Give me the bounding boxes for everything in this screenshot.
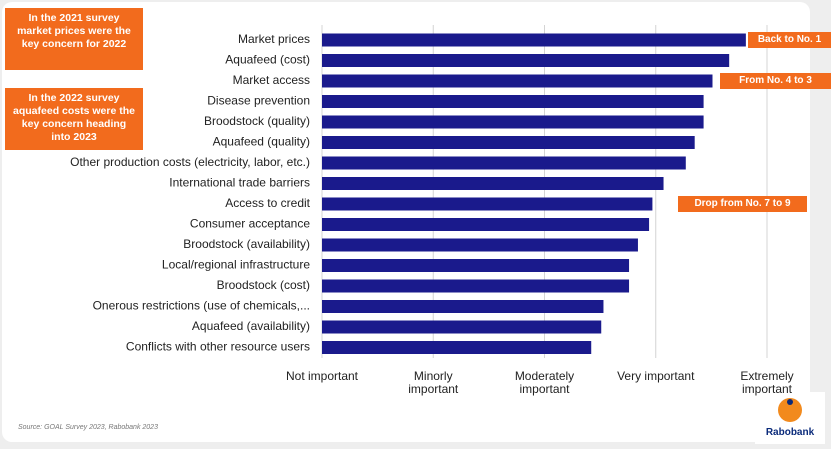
note-box: In the 2022 survey aquafeed costs were t… (5, 88, 143, 150)
category-label: Other production costs (electricity, lab… (70, 155, 310, 169)
bar (322, 218, 650, 231)
bar (322, 115, 704, 129)
category-label: Broodstock (quality) (204, 114, 310, 128)
bar (322, 259, 630, 272)
bar (322, 33, 746, 47)
bar (322, 279, 630, 293)
bar (322, 95, 704, 108)
annotation: From No. 4 to 3 (720, 73, 831, 89)
category-label: Broodstock (availability) (183, 237, 310, 251)
bar (322, 54, 730, 67)
logo: Rabobank (755, 392, 825, 444)
category-label: Access to credit (225, 196, 310, 210)
category-label: Local/regional infrastructure (162, 258, 310, 272)
category-label: Onerous restrictions (use of chemicals,.… (93, 299, 310, 313)
logo-text: Rabobank (765, 427, 815, 438)
annotation: Drop from No. 7 to 9 (678, 196, 807, 212)
category-label: Aquafeed (availability) (192, 319, 310, 333)
x-tick-label: Moderately important (514, 369, 575, 396)
category-label: Market prices (238, 32, 310, 46)
annotation: Back to No. 1 (748, 32, 831, 48)
category-label: Market access (233, 73, 310, 87)
category-label: International trade barriers (169, 176, 310, 190)
bar (322, 74, 713, 88)
category-label: Consumer acceptance (190, 217, 310, 231)
category-label: Aquafeed (quality) (213, 135, 310, 149)
note-box: In the 2021 survey market prices were th… (5, 8, 143, 70)
x-tick-label: Not important (285, 369, 359, 383)
category-label: Disease prevention (207, 94, 310, 108)
bar (322, 156, 686, 170)
category-label: Conflicts with other resource users (126, 340, 310, 354)
bar (322, 197, 653, 211)
bar (322, 136, 695, 149)
bar (322, 177, 664, 190)
bar (322, 300, 604, 313)
source: Source: GOAL Survey 2023, Rabobank 2023 (18, 424, 158, 431)
x-tick-label: Extremely important (740, 369, 794, 396)
bar (322, 238, 638, 252)
logo-icon (778, 398, 802, 422)
bar (322, 320, 602, 334)
category-label: Broodstock (cost) (217, 278, 310, 292)
x-tick-label: Very important (617, 369, 695, 383)
category-label: Aquafeed (cost) (225, 53, 310, 67)
x-tick-label: Minorly important (408, 369, 459, 396)
bar (322, 341, 592, 354)
